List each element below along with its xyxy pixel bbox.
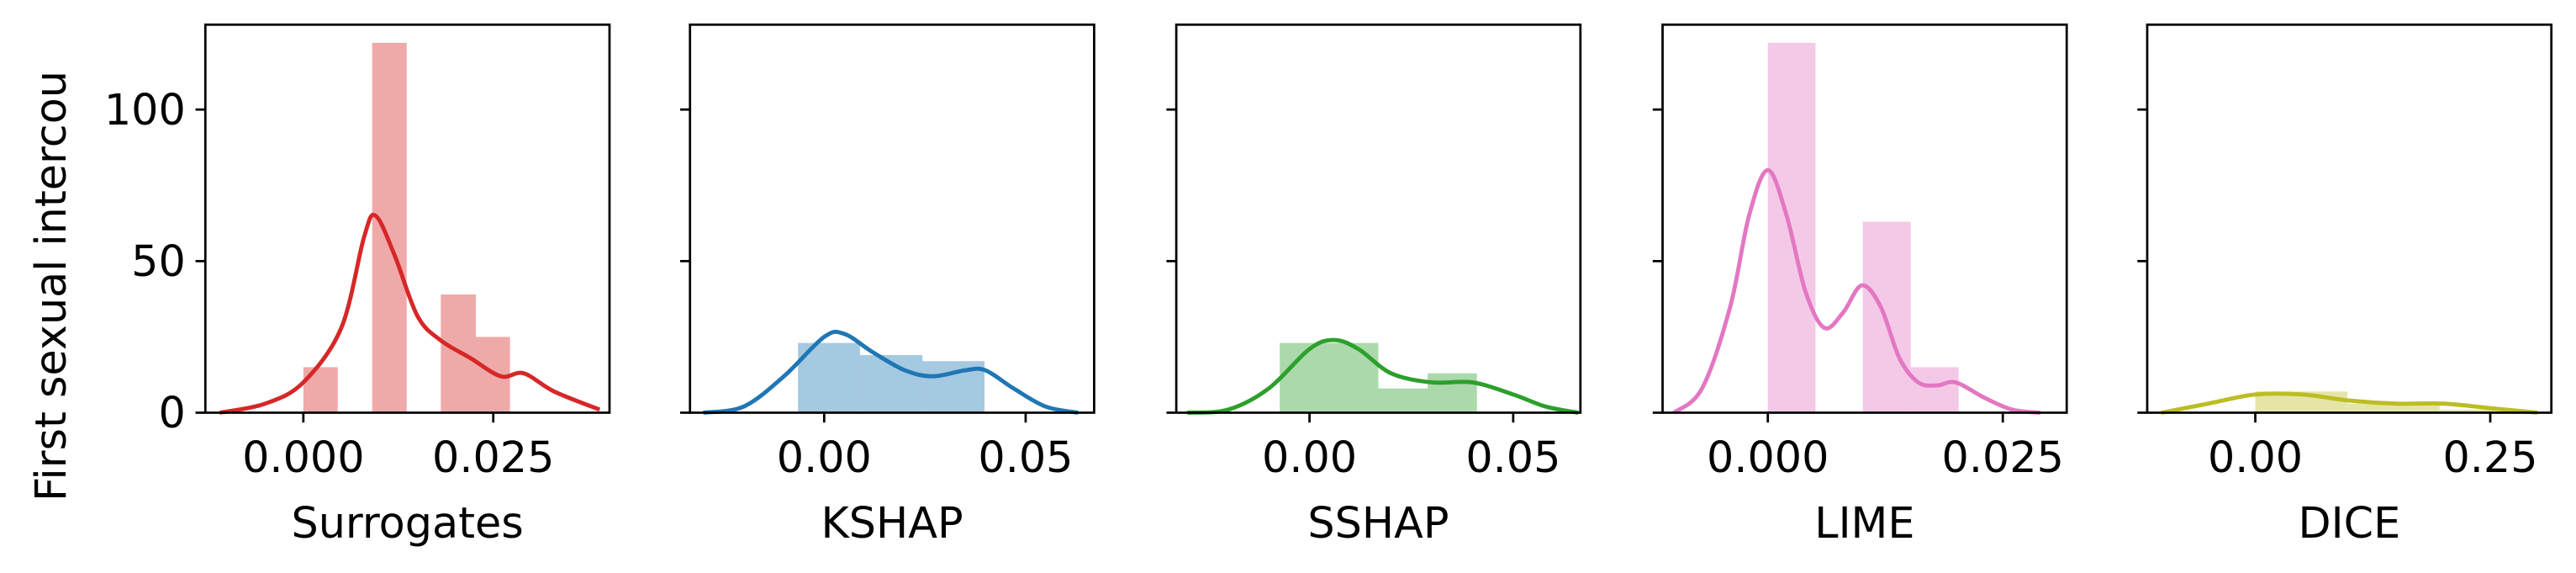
kde-line (219, 212, 601, 415)
bar (372, 42, 407, 413)
axes-frame (1661, 23, 2068, 414)
x-tick-label: 0.00 (777, 432, 872, 482)
kde-line (703, 329, 1079, 415)
panel: 0.00 0.25 DICE (2137, 23, 2553, 548)
x-axis-label: Surrogates (291, 498, 523, 548)
x-tick-label: 0.05 (978, 432, 1073, 482)
x-tick-label: 0.025 (1942, 432, 2064, 482)
x-axis-label: LIME (1814, 498, 1914, 548)
x-tick-label: 0.00 (1262, 432, 1357, 482)
y-tick-label: 100 (104, 85, 186, 135)
axes-frame (203, 23, 611, 414)
kde-line (1187, 337, 1579, 415)
x-tick-label: 0.00 (2208, 432, 2303, 482)
bar (2347, 403, 2440, 413)
x-tick-label: 0.25 (2442, 432, 2537, 482)
x-tick-label: 0.05 (1465, 432, 1560, 482)
bar (1328, 342, 1379, 413)
x-axis-label: DICE (2299, 498, 2401, 548)
kde-line (1672, 167, 2041, 415)
bar (1378, 388, 1428, 413)
x-tick-label: 0.025 (432, 432, 554, 482)
y-tick-label: 50 (131, 236, 186, 286)
axes-frame (1175, 23, 1582, 414)
y-axis-label: First sexual intercou (26, 71, 76, 501)
panel: 0.00 0.05 SSHAP (1166, 23, 1582, 548)
axes-frame (2146, 23, 2553, 414)
x-tick-label: 0.000 (1707, 432, 1829, 482)
x-tick-label: 0.000 (242, 432, 364, 482)
bar (1428, 373, 1477, 413)
y-tick-label: 0 (158, 388, 185, 438)
axes-frame (689, 23, 1095, 414)
panel: 0.00 0.05 KSHAP (679, 23, 1095, 548)
kde-line (2161, 391, 2538, 415)
bar (2439, 409, 2532, 413)
x-axis-label: SSHAP (1307, 498, 1449, 548)
panel: 0.000 0.025 LIME (1652, 23, 2068, 548)
x-axis-label: KSHAP (821, 498, 963, 548)
bar (1910, 367, 1959, 413)
panel: 0 50 100 0.000 0.025 Surrogates First sexual i… (26, 23, 611, 548)
